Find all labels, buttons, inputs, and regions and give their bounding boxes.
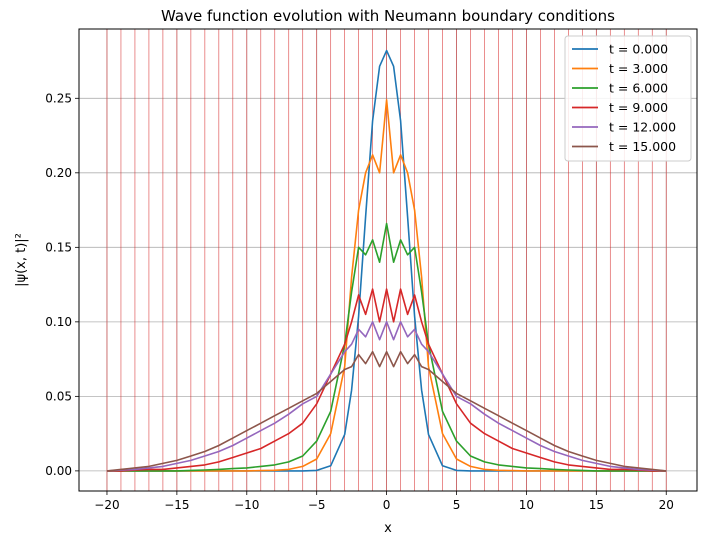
x-tick-label: −20 [94, 498, 119, 512]
x-tick-label: −10 [234, 498, 259, 512]
legend-label: t = 3.000 [609, 61, 668, 76]
legend-label: t = 0.000 [609, 42, 668, 57]
x-tick-label: 15 [589, 498, 604, 512]
red-vertical-lines [106, 29, 667, 491]
y-tick-label: 0.05 [45, 389, 72, 403]
series-line-3 [107, 288, 667, 472]
legend-label: t = 12.000 [609, 120, 676, 135]
x-tick-label: 10 [519, 498, 534, 512]
x-tick-label: 5 [453, 498, 461, 512]
y-tick-label: 0.15 [45, 240, 72, 254]
legend-label: t = 6.000 [609, 81, 668, 96]
x-axis-label: x [384, 521, 392, 536]
chart-title: Wave function evolution with Neumann bou… [161, 7, 615, 25]
series-lines [106, 49, 667, 472]
series-line-1 [107, 99, 667, 472]
y-tick-label: 0.10 [45, 315, 72, 329]
plot-frame [78, 28, 698, 492]
x-tick-label: 20 [659, 498, 674, 512]
legend-label: t = 9.000 [609, 100, 668, 115]
y-tick-label: 0.00 [45, 464, 72, 478]
series-line-4 [106, 320, 667, 472]
x-axis: −20 −15 −10 −5 0 5 10 15 20 [94, 491, 674, 512]
y-tick-label: 0.20 [45, 166, 72, 180]
y-tick-label: 0.25 [45, 91, 72, 105]
legend-box [564, 35, 692, 162]
y-axis: 0.00 0.05 0.10 0.15 0.20 0.25 [45, 91, 79, 478]
series-line-5 [106, 350, 667, 472]
legend-label: t = 15.000 [609, 139, 676, 154]
x-tick-label: 0 [383, 498, 391, 512]
x-tick-label: −5 [308, 498, 326, 512]
y-axis-label: |ψ(x, t)|² [14, 233, 29, 287]
legend: t = 0.000 t = 3.000 t = 6.000 t = 9.000 t = … [564, 35, 692, 162]
x-tick-label: −15 [164, 498, 189, 512]
series-line-2 [107, 222, 667, 472]
